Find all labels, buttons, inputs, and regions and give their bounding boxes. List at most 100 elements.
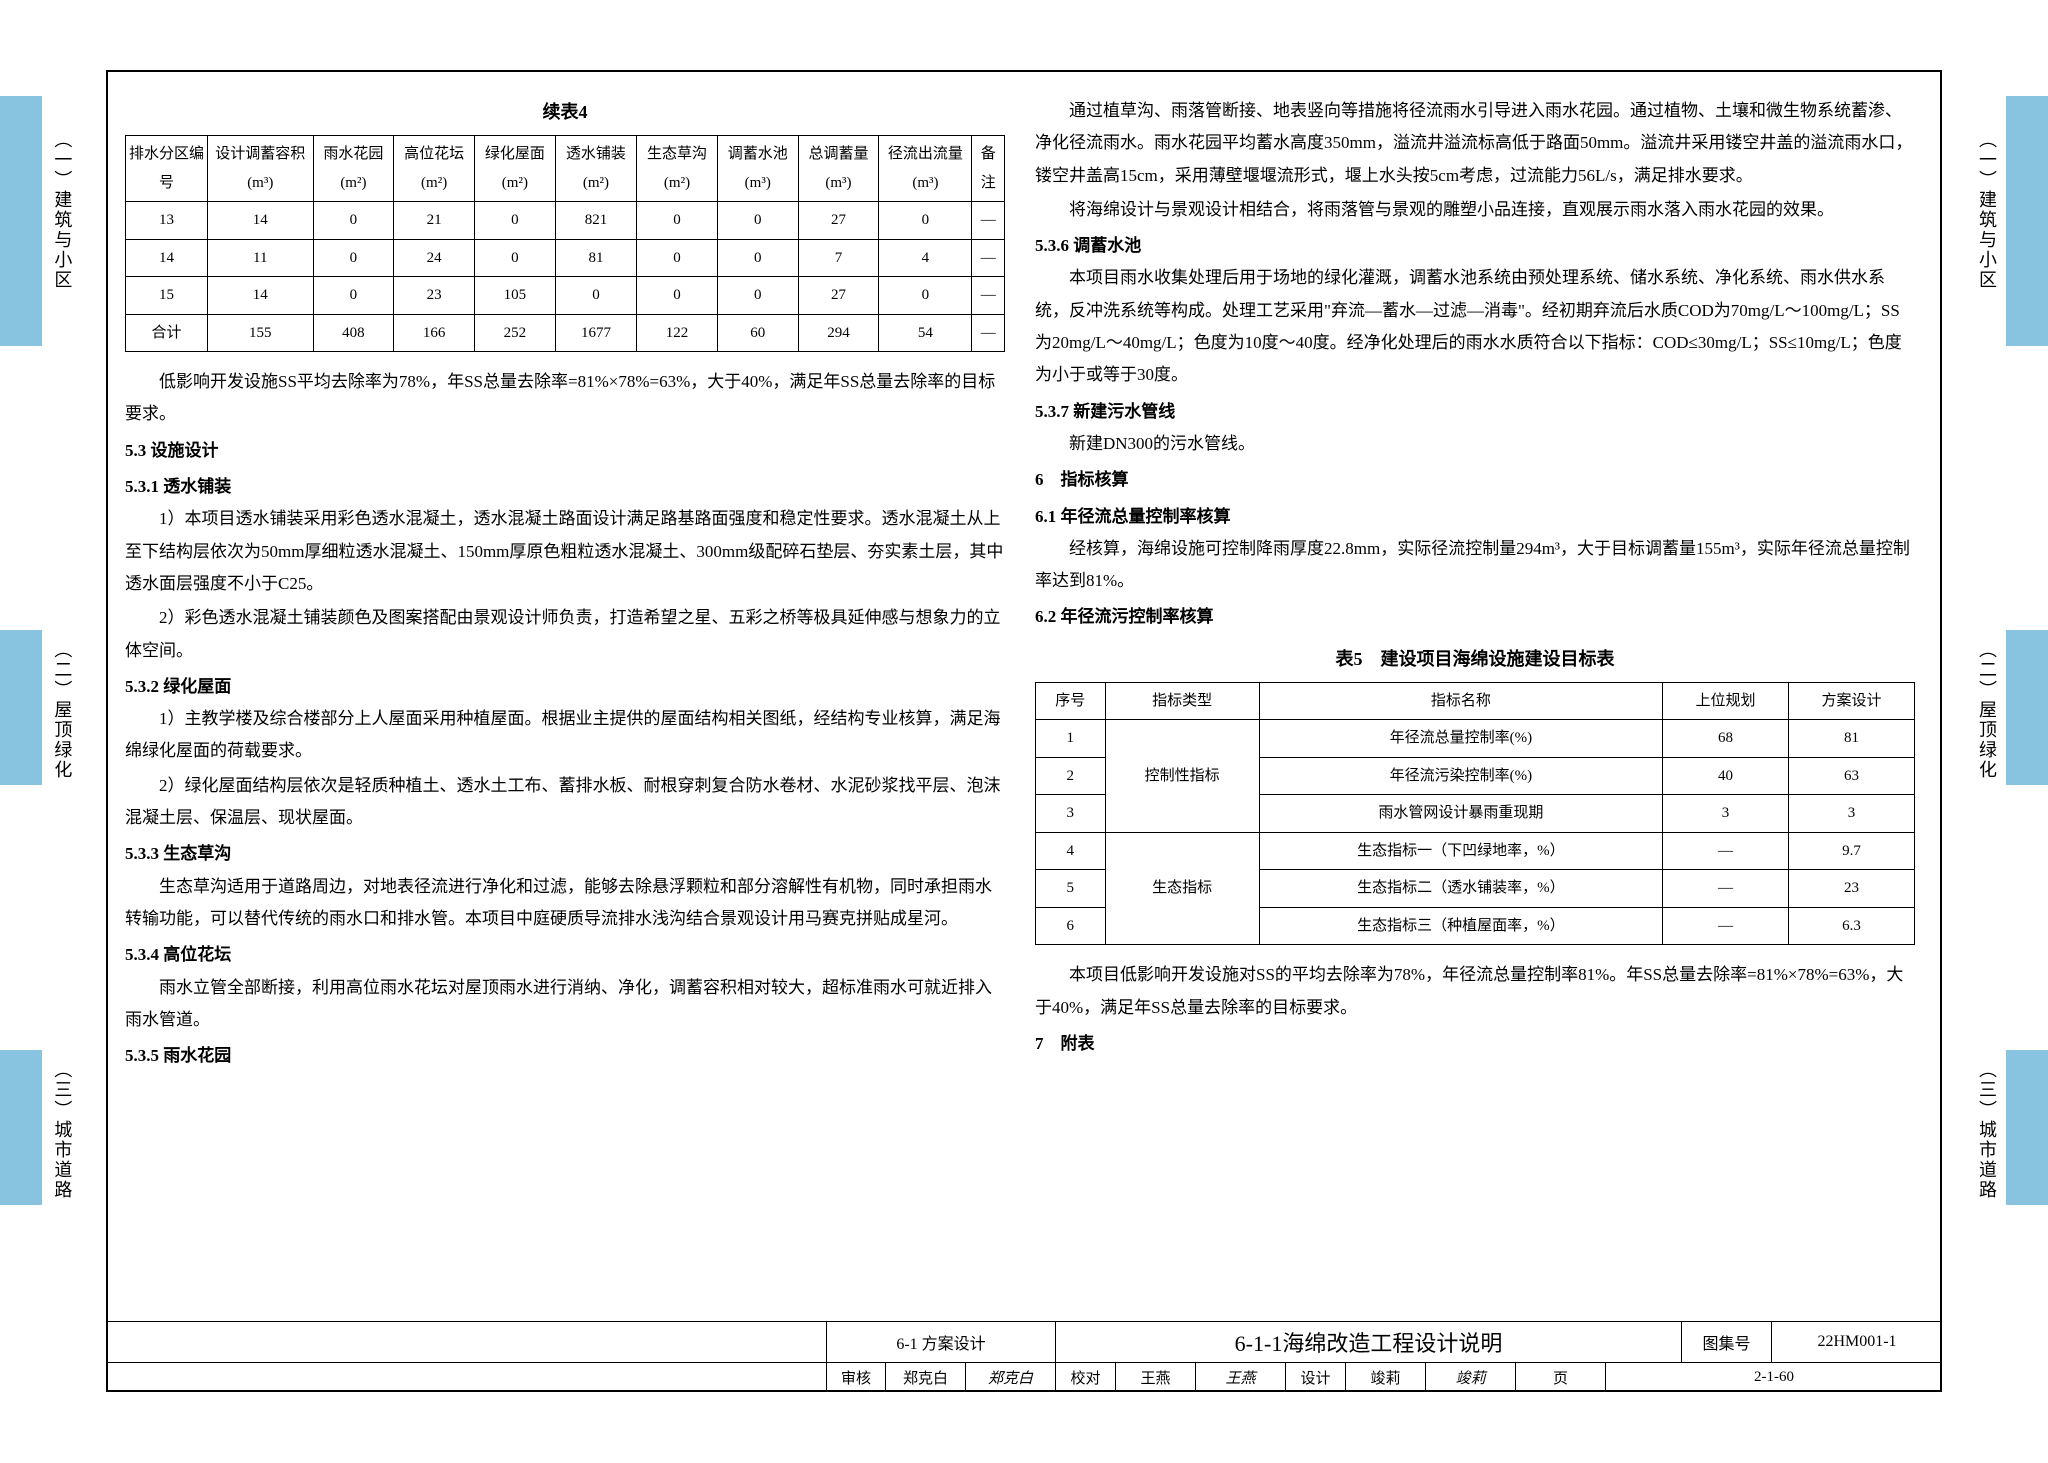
tb-audit-label: 审核 [826,1363,886,1392]
table5-cell: 40 [1663,757,1789,795]
heading: 6.1 年径流总量控制率核算 [1035,501,1915,533]
para: 1）主教学楼及综合楼部分上人屋面采用种植屋面。根据业主提供的屋面结构相关图纸，经… [125,703,1005,768]
table5-cell: — [1663,870,1789,908]
table4-cell: 252 [475,314,556,352]
table5-cell: 生态指标三（种植屋面率，%） [1259,907,1662,945]
table4-cell: 合计 [126,314,208,352]
table4-cell: 1677 [555,314,636,352]
tb-design-sig: 竣莉 [1426,1363,1516,1392]
tab-label-r1: （一）建筑与小区 [1975,130,1998,290]
tb-design-label: 设计 [1286,1363,1346,1392]
table4-header: 调蓄水池(m³) [717,136,798,202]
table5-cell: 23 [1788,870,1914,908]
table5-cell: 控制性指标 [1105,720,1259,833]
tab-r2 [2006,630,2048,785]
table5-cell: 年径流污染控制率(%) [1259,757,1662,795]
tab-r3 [2006,1050,2048,1205]
para: 1）本项目透水铺装采用彩色透水混凝土，透水混凝土路面设计满足路基路面强度和稳定性… [125,503,1005,600]
table5-cell: 5 [1036,870,1106,908]
table4-cell: 0 [313,277,394,315]
table5-cell: 雨水管网设计暴雨重现期 [1259,795,1662,833]
tb-page-label: 页 [1516,1363,1606,1392]
table4-cell: 0 [555,277,636,315]
tab-l1 [0,96,42,346]
table4-header: 绿化屋面(m²) [475,136,556,202]
table5-cell: — [1663,832,1789,870]
tb-design-name: 竣莉 [1346,1363,1426,1392]
para: 通过植草沟、雨落管断接、地表竖向等措施将径流雨水引导进入雨水花园。通过植物、土壤… [1035,95,1915,192]
table4-cell: 21 [394,202,475,240]
tab-l3 [0,1050,42,1205]
table4-cell: 14 [208,202,314,240]
tab-label-l1: （一）建筑与小区 [50,130,73,290]
table5-header: 序号 [1036,682,1106,720]
table4-cell: 7 [798,239,879,277]
tb-setno: 22HM001-1 [1772,1322,1942,1362]
table4: 排水分区编号设计调蓄容积(m³)雨水花园(m²)高位花坛(m²)绿化屋面(m²)… [125,135,1005,352]
table5-cell: 生态指标二（透水铺装率，%） [1259,870,1662,908]
table4-header: 设计调蓄容积(m³) [208,136,314,202]
table4-header: 总调蓄量(m³) [798,136,879,202]
para: 本项目低影响开发设施对SS的平均去除率为78%，年径流总量控制率81%。年SS总… [1035,959,1915,1024]
table4-header: 径流出流量(m³) [879,136,972,202]
table4-cell: — [972,202,1005,240]
table4-cell: 4 [879,239,972,277]
table4-cell: 0 [879,277,972,315]
table4-cell: 294 [798,314,879,352]
tb-audit-name: 郑克白 [886,1363,966,1392]
table5-cell: 4 [1036,832,1106,870]
table5-cell: 3 [1663,795,1789,833]
table4-cell: 54 [879,314,972,352]
table5: 序号指标类型指标名称上位规划方案设计1控制性指标年径流总量控制率(%)68812… [1035,682,1915,946]
table5-cell: 1 [1036,720,1106,758]
tb-check-label: 校对 [1056,1363,1116,1392]
tb-audit-sig: 郑克白 [966,1363,1056,1392]
table5-header: 指标名称 [1259,682,1662,720]
para: 将海绵设计与景观设计相结合，将雨落管与景观的雕塑小品连接，直观展示雨水落入雨水花… [1035,194,1915,226]
para: 生态草沟适用于道路周边，对地表径流进行净化和过滤，能够去除悬浮颗粒和部分溶解性有… [125,871,1005,936]
table5-cell: 3 [1036,795,1106,833]
table4-header: 排水分区编号 [126,136,208,202]
tab-label-r2: （二）屋顶绿化 [1975,640,1998,780]
table4-cell: 81 [555,239,636,277]
table4-cell: 14 [208,277,314,315]
table4-cell: 0 [637,239,718,277]
heading: 5.3.4 高位花坛 [125,939,1005,971]
table5-cell: 生态指标 [1105,832,1259,945]
table4-cell: 155 [208,314,314,352]
table4-cell: 27 [798,277,879,315]
table4-cell: 166 [394,314,475,352]
heading: 5.3 设施设计 [125,435,1005,467]
heading: 5.3.5 雨水花园 [125,1040,1005,1072]
title-block: 6-1 方案设计 6-1-1海绵改造工程设计说明 图集号 22HM001-1 审… [106,1321,1942,1392]
tb-title: 6-1-1海绵改造工程设计说明 [1056,1322,1682,1362]
table5-cell: 6.3 [1788,907,1914,945]
tab-label-r3: （三）城市道路 [1975,1060,1998,1200]
tab-label-l2: （二）屋顶绿化 [50,640,73,780]
table4-cell: 13 [126,202,208,240]
para: 2）绿化屋面结构层依次是轻质种植土、透水土工布、蓄排水板、耐根穿刺复合防水卷材、… [125,770,1005,835]
table4-cell: 821 [555,202,636,240]
heading: 7 附表 [1035,1028,1915,1060]
table5-header: 方案设计 [1788,682,1914,720]
table4-cell: 0 [717,277,798,315]
tb-check-name: 王燕 [1116,1363,1196,1392]
table5-header: 上位规划 [1663,682,1789,720]
heading: 5.3.2 绿化屋面 [125,671,1005,703]
para: 本项目雨水收集处理后用于场地的绿化灌溉，调蓄水池系统由预处理系统、储水系统、净化… [1035,262,1915,391]
table4-cell: 122 [637,314,718,352]
table4-cell: 0 [313,202,394,240]
table5-cell: 63 [1788,757,1914,795]
para: 经核算，海绵设施可控制降雨厚度22.8mm，实际径流控制量294m³，大于目标调… [1035,533,1915,598]
table4-cell: 11 [208,239,314,277]
table4-cell: 0 [637,202,718,240]
table4-cell: 408 [313,314,394,352]
table4-cell: — [972,314,1005,352]
tab-r1 [2006,96,2048,346]
right-column: 通过植草沟、雨落管断接、地表竖向等措施将径流雨水引导进入雨水花园。通过植物、土壤… [1035,95,1915,1072]
table4-cell: 0 [475,239,556,277]
table5-cell: 年径流总量控制率(%) [1259,720,1662,758]
table4-cell: — [972,239,1005,277]
tb-label: 图集号 [1682,1322,1772,1362]
para: 低影响开发设施SS平均去除率为78%，年SS总量去除率=81%×78%=63%，… [125,366,1005,431]
